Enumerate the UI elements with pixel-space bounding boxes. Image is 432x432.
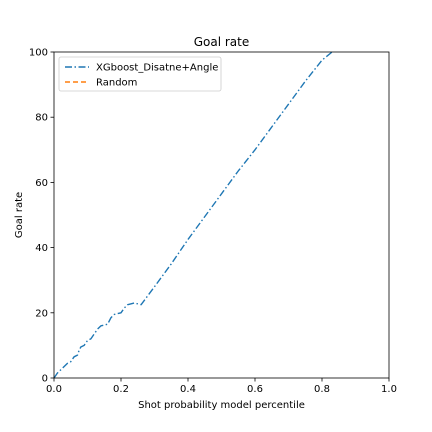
y-axis-label: Goal rate	[14, 192, 25, 238]
y-tick-label: 20	[35, 308, 48, 319]
x-tick-label: 0.6	[247, 384, 263, 395]
axes-layer: 0.0 0.2 0.4 0.6 0.8 1.0 0 20 40 60 80 100	[29, 48, 397, 396]
y-tick-label: 80	[35, 113, 48, 124]
plot-area	[54, 52, 389, 378]
x-tick-label: 0.4	[180, 384, 196, 395]
legend-label-0: XGboost_Disatne+Angle	[96, 63, 218, 74]
chart-title: Goal rate	[194, 35, 250, 49]
x-tick-label: 0.8	[314, 384, 330, 395]
plot-frame	[53, 51, 390, 379]
x-tick-label: 0.2	[113, 384, 129, 395]
y-tick-label: 0	[42, 374, 48, 385]
x-tick-label: 0.0	[46, 384, 62, 395]
series-line-0	[53, 51, 333, 379]
legend-box	[58, 56, 222, 92]
x-tick-label: 1.0	[381, 384, 397, 395]
y-tick-label: 100	[29, 48, 48, 59]
legend-label-1: Random	[96, 78, 137, 89]
y-tick-label: 40	[35, 243, 48, 254]
series-layer	[53, 51, 333, 379]
legend: XGboost_Disatne+Angle Random	[58, 56, 222, 92]
y-tick-label: 60	[35, 178, 48, 189]
x-axis-label: Shot probability model percentile	[138, 400, 305, 411]
plot-background	[54, 52, 389, 378]
